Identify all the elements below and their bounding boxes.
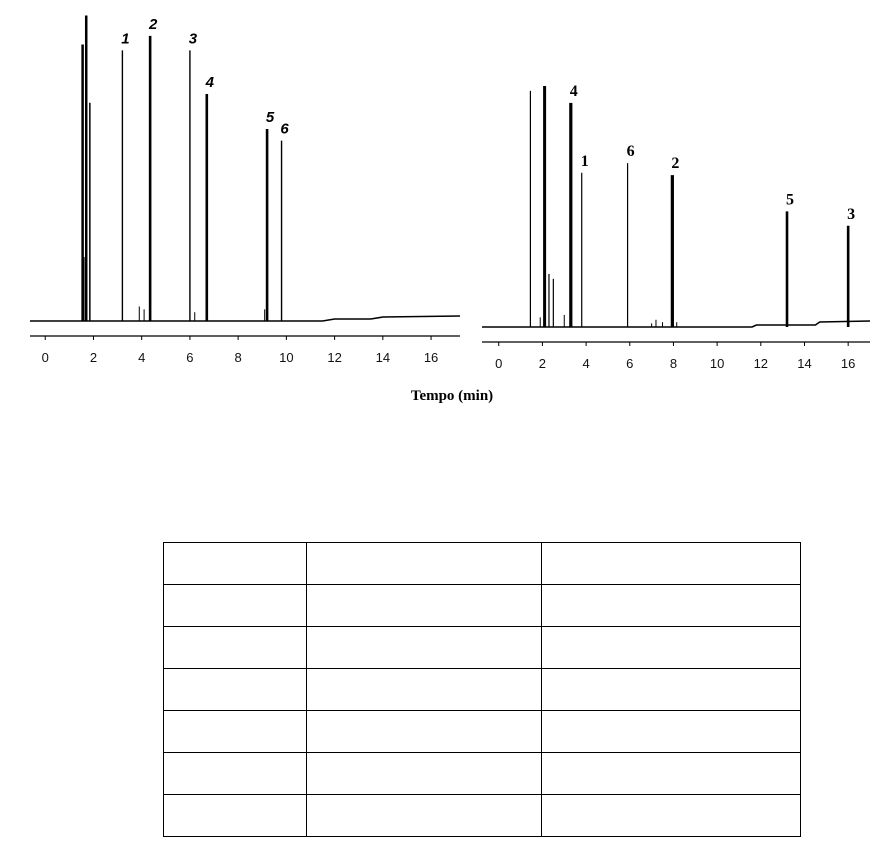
x-tick-label: 14 xyxy=(376,350,390,365)
peak-label-4: 4 xyxy=(205,74,215,91)
baseline-trace xyxy=(482,320,871,328)
table-cell xyxy=(541,542,801,585)
table-cell xyxy=(541,710,801,753)
table-cell xyxy=(163,626,307,669)
peak-label-1: 1 xyxy=(121,30,129,47)
table-cell xyxy=(541,668,801,711)
x-tick-label: 0 xyxy=(495,356,502,371)
peak-label-6: 6 xyxy=(627,143,635,160)
x-tick-label: 4 xyxy=(582,356,589,371)
data-table xyxy=(163,542,801,837)
peak-label-2: 2 xyxy=(148,16,158,33)
x-tick-label: 12 xyxy=(327,350,341,365)
peak-label-3: 3 xyxy=(847,206,855,223)
table-cell xyxy=(541,584,801,627)
table-cell xyxy=(306,584,542,627)
peak-label-4: 4 xyxy=(570,83,578,100)
table-cell xyxy=(541,794,801,837)
table-cell xyxy=(306,542,542,585)
table-cell xyxy=(163,710,307,753)
table-cell xyxy=(541,626,801,669)
table-row xyxy=(163,626,801,669)
x-tick-label: 10 xyxy=(710,356,724,371)
x-tick-label: 16 xyxy=(424,350,438,365)
table-row xyxy=(163,584,801,627)
table-cell xyxy=(163,668,307,711)
x-tick-label: 2 xyxy=(539,356,546,371)
table-cell xyxy=(163,584,307,627)
table-body xyxy=(163,542,801,837)
table-cell xyxy=(306,794,542,837)
peak-label-5: 5 xyxy=(786,191,794,208)
table-row xyxy=(163,668,801,711)
x-tick-label: 6 xyxy=(186,350,193,365)
table-row xyxy=(163,542,801,585)
x-tick-label: 2 xyxy=(90,350,97,365)
x-tick-label: 4 xyxy=(138,350,145,365)
peak-label-1: 1 xyxy=(581,153,589,170)
peak-label-6: 6 xyxy=(280,121,289,138)
peak-label-2: 2 xyxy=(671,155,679,172)
peak-label-3: 3 xyxy=(189,30,198,47)
table-cell xyxy=(163,794,307,837)
table-row xyxy=(163,794,801,837)
x-tick-label: 8 xyxy=(235,350,242,365)
table-cell xyxy=(306,626,542,669)
x-axis-label: Tempo (min) xyxy=(411,388,493,404)
x-tick-label: 10 xyxy=(279,350,293,365)
peak-label-5: 5 xyxy=(266,109,275,126)
table-cell xyxy=(306,668,542,711)
x-tick-label: 14 xyxy=(797,356,811,371)
table-cell xyxy=(541,752,801,795)
x-tick-label: 6 xyxy=(626,356,633,371)
x-tick-label: 8 xyxy=(670,356,677,371)
table-cell xyxy=(163,752,307,795)
x-tick-label: 0 xyxy=(42,350,49,365)
table-cell xyxy=(306,710,542,753)
table-row xyxy=(163,752,801,795)
table-cell xyxy=(306,752,542,795)
table-row xyxy=(163,710,801,753)
baseline-trace xyxy=(30,315,461,322)
x-tick-label: 12 xyxy=(754,356,768,371)
x-tick-label: 16 xyxy=(841,356,855,371)
table-cell xyxy=(163,542,307,585)
